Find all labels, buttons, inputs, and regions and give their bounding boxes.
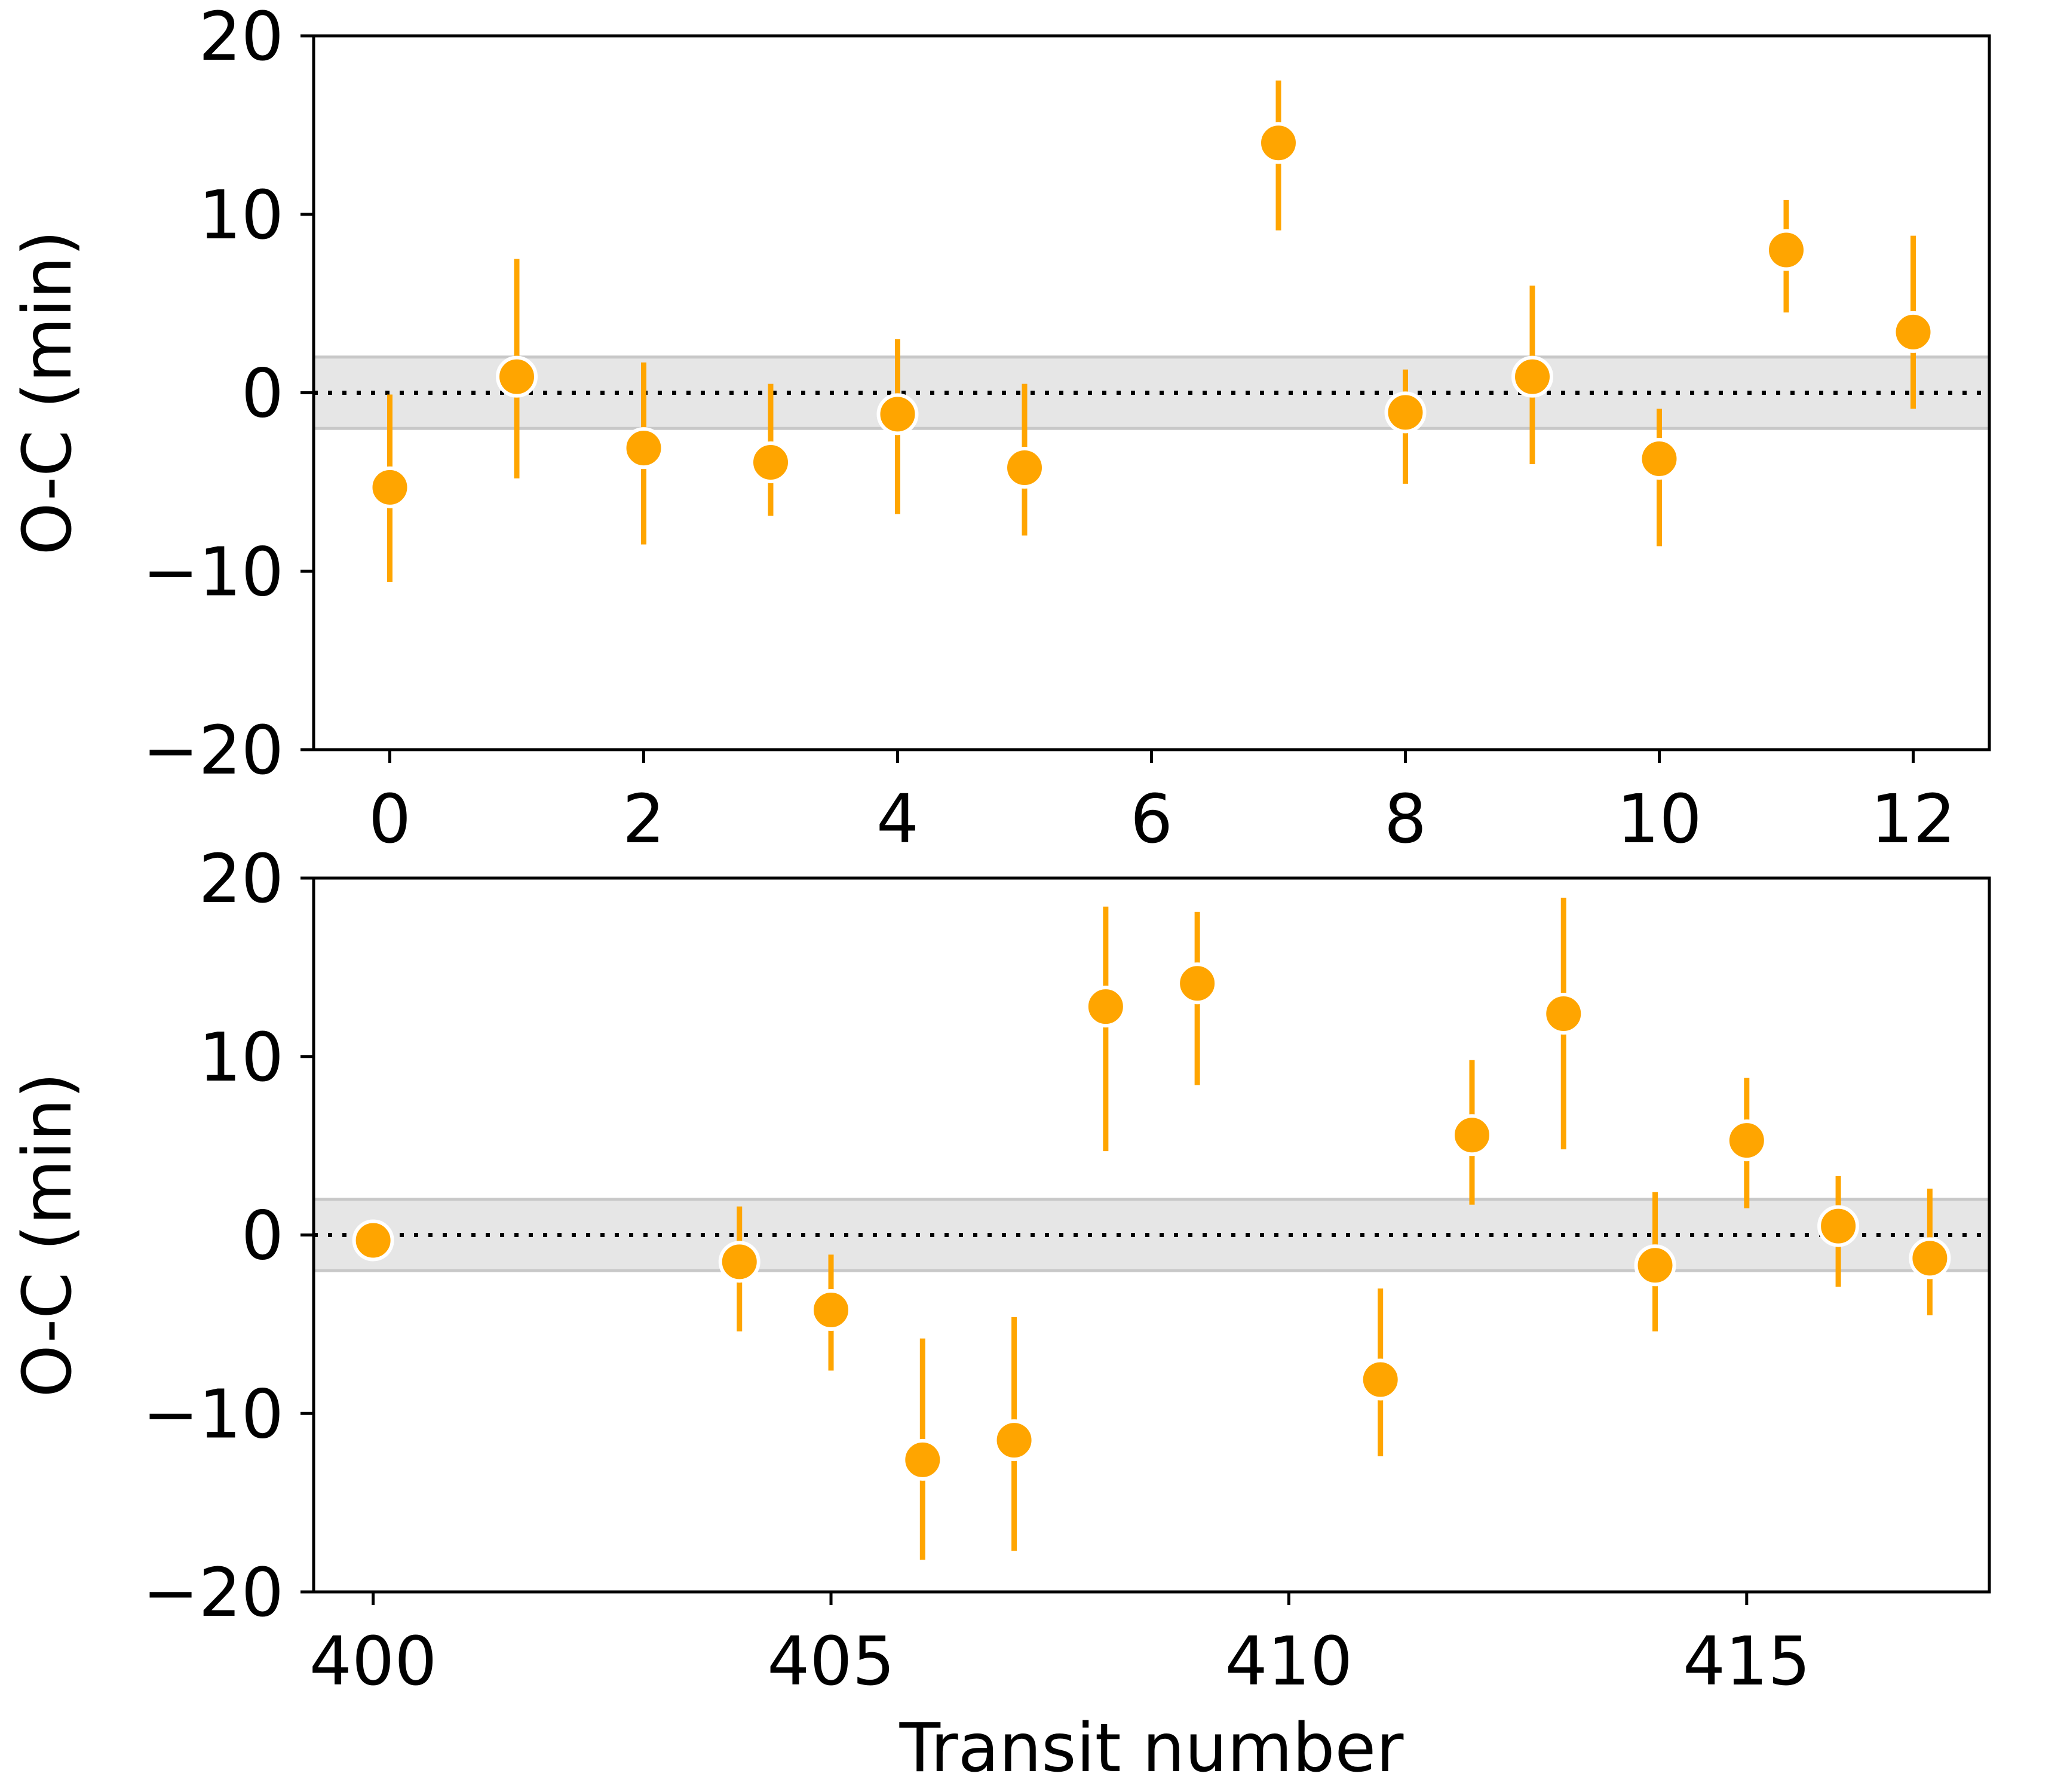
y-tick-label: −10 [143, 533, 284, 611]
data-point [369, 466, 411, 508]
data-point [496, 355, 538, 398]
uncertainty-band [312, 1198, 1991, 1272]
y-tick-label: −20 [143, 1554, 284, 1632]
top-panel: 0 2 4 6 8 10 12 20 10 0 −10 −20 O-C (min) [9, 0, 1991, 858]
data-point [1176, 962, 1219, 1005]
y-tick-label: 0 [241, 355, 284, 433]
data-point [810, 1288, 852, 1331]
data-point [1638, 438, 1680, 480]
data-point [1634, 1244, 1676, 1287]
x-axis-label: Transit number [899, 1710, 1404, 1787]
y-axis-label: O-C (min) [9, 230, 87, 555]
x-tick-label: 0 [369, 781, 411, 858]
data-point [718, 1241, 760, 1283]
data-point [1384, 391, 1427, 434]
y-tick-label: 10 [198, 1019, 284, 1097]
x-tick-label: 2 [622, 781, 665, 858]
data-point [901, 1438, 944, 1481]
data-point [993, 1419, 1035, 1462]
data-point [1450, 1114, 1493, 1156]
data-point [1511, 355, 1553, 398]
x-tick-label: 410 [1225, 1623, 1353, 1701]
data-point [352, 1219, 394, 1262]
y-tick-label: 20 [198, 0, 284, 76]
x-tick-label: 405 [767, 1623, 895, 1701]
data-point [1765, 229, 1807, 271]
x-tick-label: 415 [1683, 1623, 1811, 1701]
x-tick-label: 8 [1384, 781, 1427, 858]
x-tick-label: 10 [1617, 781, 1702, 858]
data-point [1359, 1358, 1402, 1401]
data-point [1892, 311, 1934, 353]
data-point [1004, 446, 1045, 489]
y-tick-label: 0 [241, 1198, 284, 1275]
y-tick-label: 20 [198, 840, 284, 918]
data-point [1258, 122, 1299, 164]
x-tick-label: 400 [309, 1623, 437, 1701]
x-tick-label: 12 [1870, 781, 1956, 858]
y-tick-label: 10 [198, 177, 284, 254]
data-point [1084, 986, 1127, 1028]
data-point [622, 427, 665, 470]
bottom-panel: 400 405 410 415 20 10 0 −10 −20 O-C (min) Transit … [9, 840, 1991, 1787]
data-point [1542, 993, 1585, 1035]
data-point [876, 393, 919, 435]
x-tick-label: 4 [876, 781, 919, 858]
x-tick-label: 6 [1130, 781, 1173, 858]
y-axis-label: O-C (min) [9, 1072, 87, 1397]
data-point [1725, 1119, 1768, 1162]
uncertainty-band [312, 355, 1991, 430]
y-tick-label: −20 [143, 712, 284, 790]
data-point [1909, 1237, 1951, 1279]
y-tick-label: −10 [143, 1376, 284, 1453]
data-point [750, 441, 792, 484]
data-point [1817, 1205, 1860, 1247]
